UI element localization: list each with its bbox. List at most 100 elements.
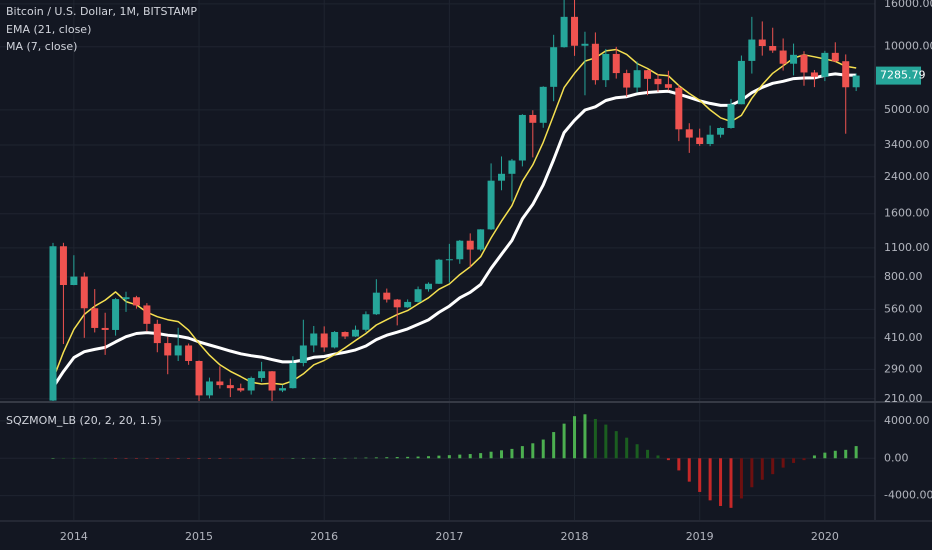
candle-body	[299, 345, 307, 364]
momentum-bar	[343, 457, 347, 459]
candle-body	[185, 345, 193, 361]
momentum-bar	[197, 458, 201, 459]
candle-body	[612, 53, 620, 74]
candle-body	[550, 47, 558, 87]
candle-body	[153, 323, 161, 344]
candle-body	[268, 371, 276, 391]
y-tick-label: 3400.00	[884, 138, 930, 151]
candle-body	[247, 377, 255, 391]
y-tick-label: 1600.00	[884, 207, 930, 220]
momentum-bar	[333, 458, 337, 459]
momentum-bar	[301, 458, 305, 459]
momentum-bar	[698, 458, 702, 492]
candle-body	[790, 54, 798, 64]
candle-body	[278, 388, 286, 391]
candle-body	[758, 39, 766, 47]
price-tag-label: 7285.79	[880, 69, 926, 82]
momentum-bar	[374, 457, 378, 459]
momentum-bar	[646, 449, 650, 459]
momentum-bar	[510, 448, 514, 459]
candle-body	[633, 70, 641, 88]
candle-body	[164, 343, 172, 356]
candle-body	[112, 299, 120, 330]
candle-body	[737, 60, 745, 105]
momentum-bar	[792, 458, 796, 463]
candle-body	[310, 333, 318, 346]
candle-body	[831, 52, 839, 62]
momentum-bar	[593, 418, 597, 459]
momentum-bar	[427, 456, 430, 459]
candle-body	[748, 39, 756, 61]
momentum-bar	[353, 457, 357, 459]
candle-body	[174, 345, 182, 356]
momentum-bar	[635, 444, 639, 459]
candle-body	[675, 87, 683, 130]
candle-body	[383, 292, 391, 300]
candle-body	[132, 297, 140, 306]
legend-entry: MA (7, close)	[6, 40, 77, 53]
candle-body	[404, 301, 412, 308]
candle-body	[341, 332, 349, 337]
x-tick-label: 2017	[435, 530, 463, 543]
candle-body	[101, 327, 109, 330]
momentum-bar	[82, 458, 86, 459]
momentum-bar	[166, 458, 170, 459]
momentum-bar	[260, 458, 264, 459]
momentum-bar	[61, 458, 65, 459]
candle-body	[560, 16, 568, 48]
momentum-bar	[187, 458, 191, 459]
momentum-bar	[93, 458, 97, 459]
candle-body	[508, 160, 516, 174]
candle-body	[237, 388, 245, 391]
momentum-bar	[656, 455, 660, 459]
momentum-bar	[677, 458, 681, 471]
x-tick-label: 2016	[310, 530, 338, 543]
candle-body	[810, 72, 818, 77]
price-tag	[876, 66, 921, 85]
candle-body	[331, 332, 339, 348]
y-tick-label: 2400.00	[884, 170, 930, 183]
momentum-bar	[416, 456, 420, 459]
momentum-bar	[239, 458, 243, 459]
candle-body	[852, 75, 860, 88]
momentum-bar	[614, 431, 618, 459]
labels: 16000.00 10000.00 5000.00 3400.00 2400.00 160…	[60, 0, 932, 543]
candle-body	[842, 61, 850, 88]
candle-body	[466, 240, 474, 250]
candle-body	[800, 54, 808, 73]
momentum-bar	[176, 458, 180, 459]
candle-body	[91, 308, 99, 328]
momentum-bar	[218, 458, 222, 459]
momentum-bar	[625, 437, 629, 459]
momentum-bar	[666, 458, 670, 461]
candle-body	[591, 43, 599, 81]
candle-body	[654, 78, 662, 85]
candle-body	[664, 84, 672, 88]
momentum-bar	[771, 458, 775, 475]
chart-title: Bitcoin / U.S. Dollar, 1M, BITSTAMP	[6, 5, 197, 18]
candle-body	[49, 246, 57, 401]
momentum-bar	[739, 458, 743, 499]
candle-body	[487, 180, 495, 230]
momentum-bar	[520, 446, 524, 459]
candle-body	[435, 259, 443, 284]
momentum-bar	[103, 458, 107, 459]
candle-body	[289, 363, 297, 389]
candle-body	[59, 246, 67, 286]
y-tick-label: 560.00	[884, 302, 923, 315]
candle-body	[498, 173, 506, 181]
candle-body	[769, 46, 777, 51]
momentum-bar	[552, 432, 556, 459]
y-tick-label: 0.00	[884, 451, 909, 464]
momentum-bar	[458, 454, 462, 459]
momentum-bar	[280, 458, 284, 459]
candle-body	[143, 305, 151, 324]
momentum-bar	[114, 458, 118, 459]
y-tick-label: 410.00	[884, 331, 923, 344]
candle-body	[717, 127, 725, 135]
momentum-bar	[124, 458, 128, 459]
candle-body	[414, 289, 422, 302]
momentum-pane	[51, 414, 858, 508]
